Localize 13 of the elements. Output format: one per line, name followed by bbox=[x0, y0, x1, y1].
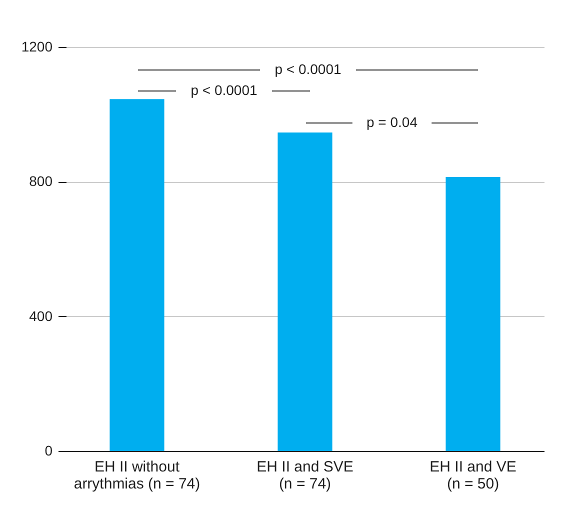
x-tick-label: EH II without arrythmias (n = 74) bbox=[74, 458, 200, 492]
y-tick-label: 1200 bbox=[21, 38, 53, 54]
annotation: p = 0.04 bbox=[366, 114, 418, 130]
y-tick-label: 400 bbox=[29, 308, 53, 324]
annotation: p < 0.0001 bbox=[190, 82, 258, 98]
bar bbox=[278, 132, 332, 451]
y-tick-label: 800 bbox=[29, 173, 53, 190]
bar bbox=[446, 176, 500, 451]
bar bbox=[110, 99, 164, 451]
y-tick-label: 0 bbox=[44, 442, 53, 458]
annotation: p < 0.0001 bbox=[274, 61, 342, 77]
x-tick-label: EH II and SVE (n = 74) bbox=[256, 458, 354, 492]
x-tick-label: EH II and VE (n = 50) bbox=[430, 458, 516, 492]
